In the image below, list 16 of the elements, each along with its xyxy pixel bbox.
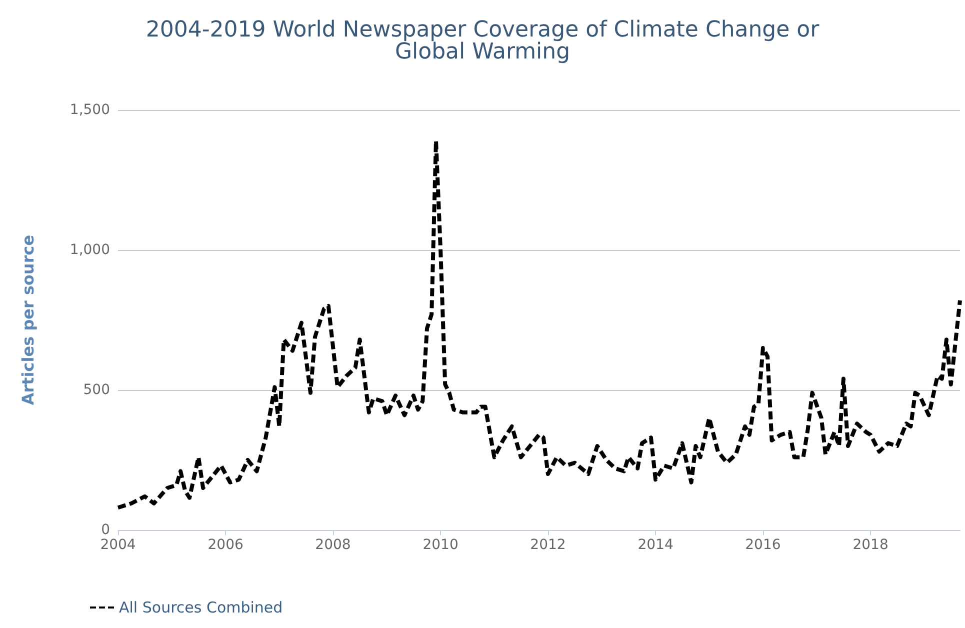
x-tick-label: 2016 [745, 537, 781, 553]
y-tick-label: 500 [83, 382, 110, 398]
y-tick-label: 1,000 [70, 242, 110, 258]
y-tick-label: 0 [101, 522, 110, 538]
y-axis-title: Articles per source [18, 234, 38, 406]
x-tick-label: 2012 [530, 537, 566, 553]
x-tick-label: 2006 [208, 537, 244, 553]
x-tick-label: 2014 [638, 537, 674, 553]
x-tick-label: 2010 [422, 537, 458, 553]
chart-title: 2004-2019 World Newspaper Coverage of Climate Change or Global Warming [146, 18, 820, 64]
x-tick-label: 2008 [315, 537, 351, 553]
y-tick-label: 1,500 [70, 102, 110, 118]
x-tick-label: 2004 [100, 537, 136, 553]
legend-label: All Sources Combined [119, 598, 283, 616]
line-series [116, 138, 962, 510]
x-tick-label: 2018 [852, 537, 888, 553]
